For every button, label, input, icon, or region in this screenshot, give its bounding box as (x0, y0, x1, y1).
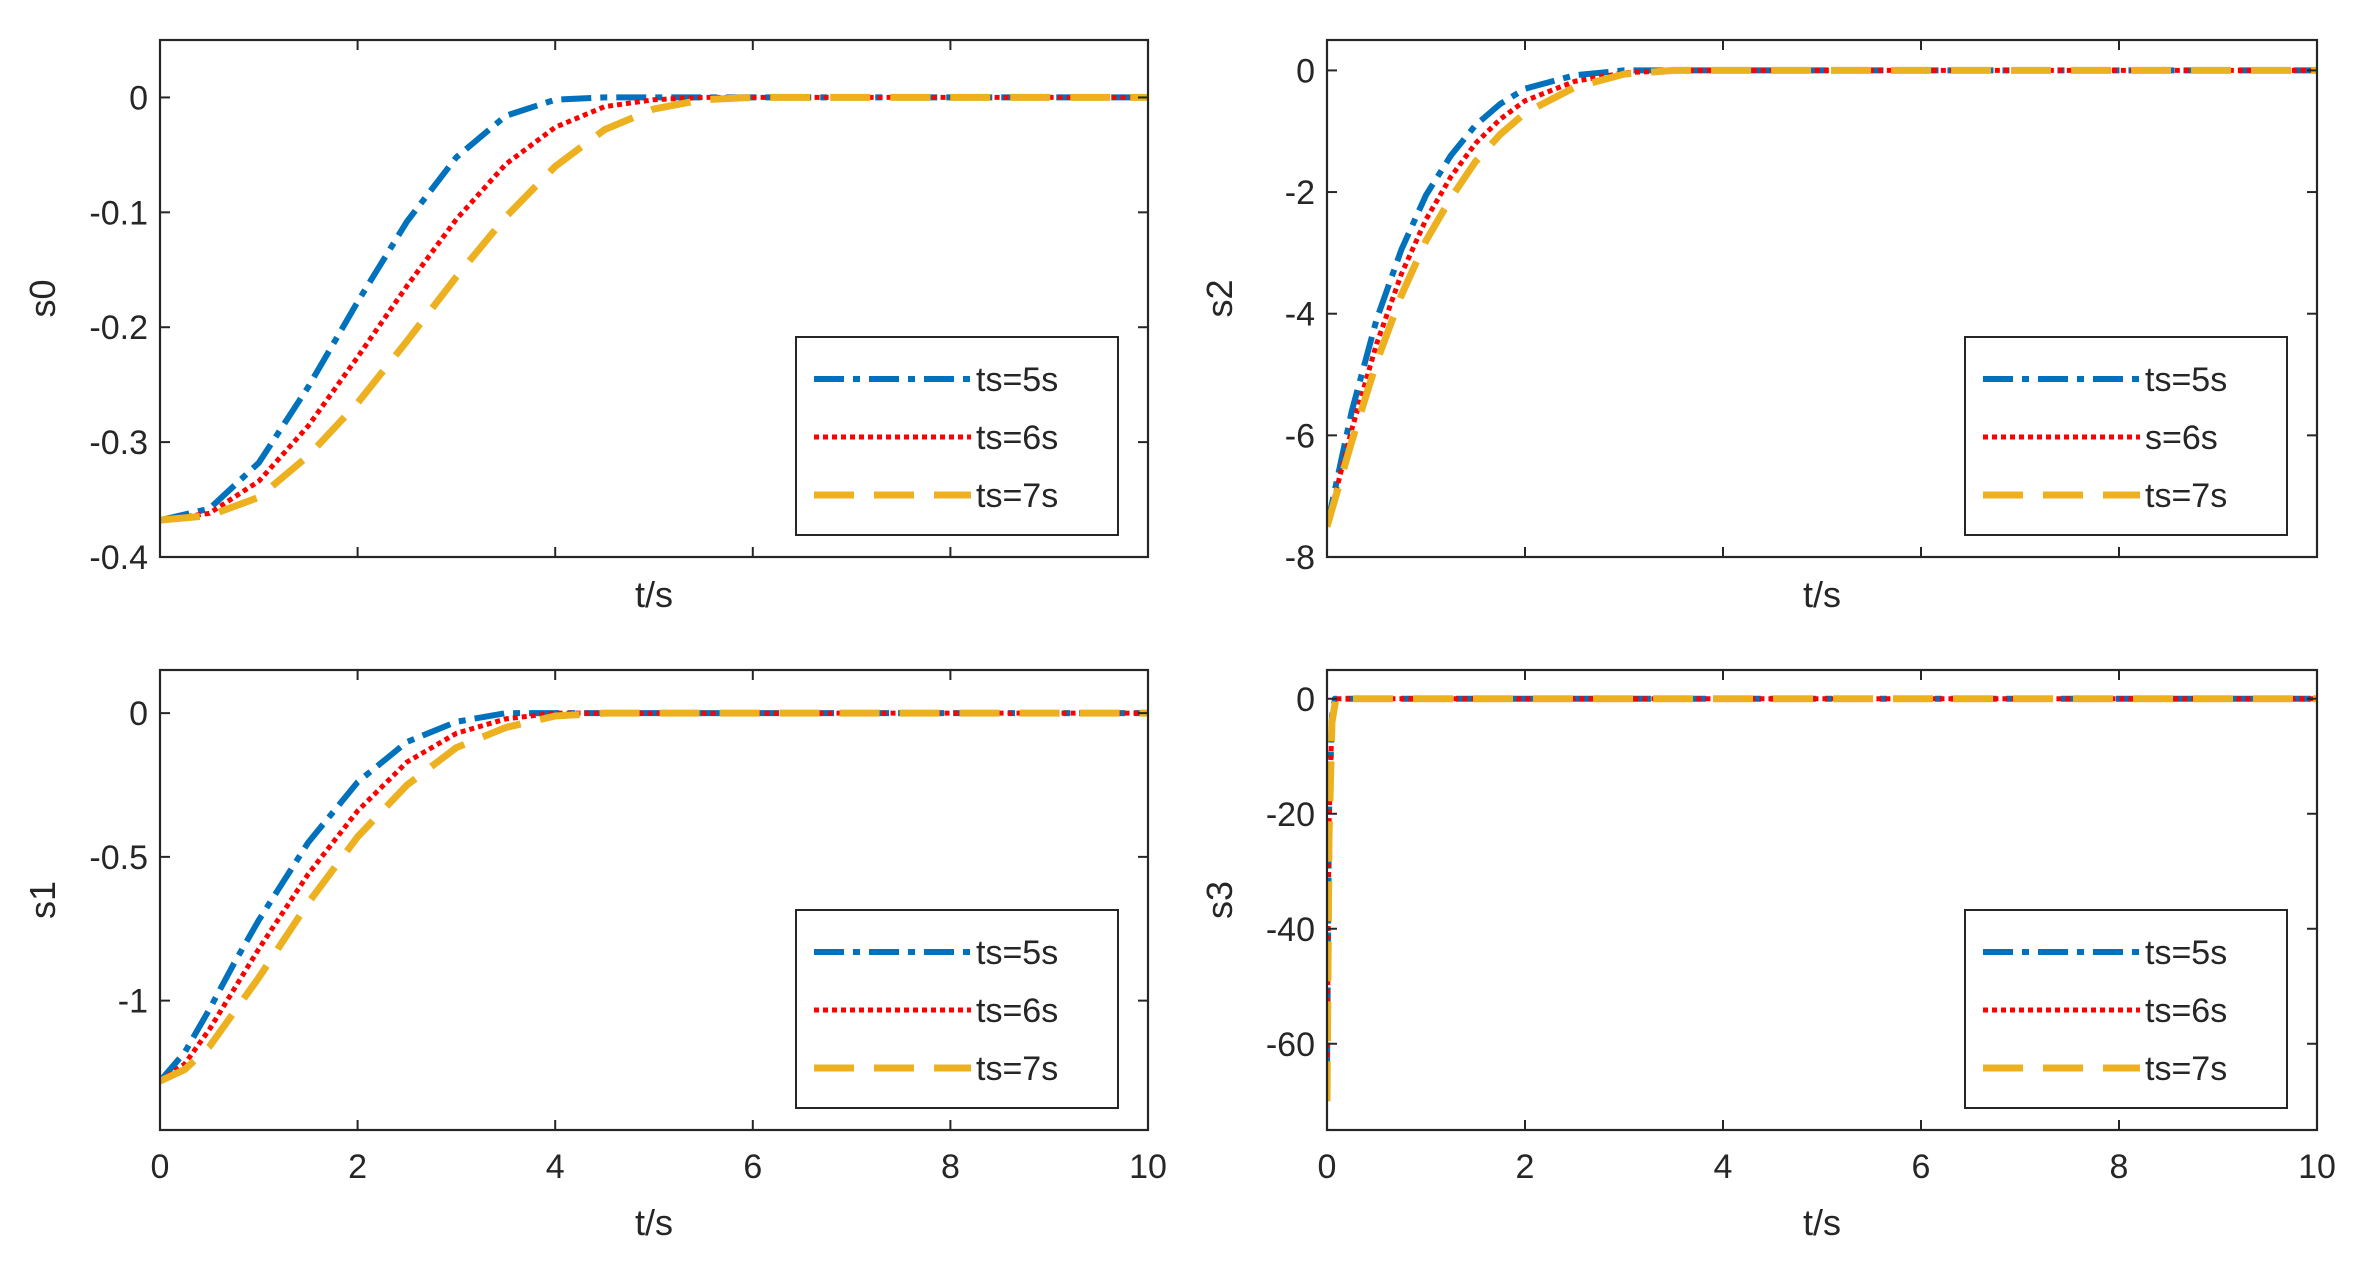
panel-s1-series-3-line (160, 709, 1148, 1085)
panel-s1-legend-label-2: ts=6s (976, 992, 1058, 1030)
panel-s3-legend: ts=5s ts=6s ts=7s (1964, 909, 2288, 1109)
panel-s2-ytick-label-2: -4 (1285, 296, 1315, 334)
panel-s0-ytick-label-1: -0.3 (89, 424, 148, 462)
panel-s1-xlabel: t/s (635, 1202, 673, 1243)
panel-s2-ytick-label-3: -2 (1285, 174, 1315, 212)
panel-s0-ylabel: s0 (22, 279, 63, 317)
panel-s1-xtick-label-2: 4 (546, 1148, 565, 1186)
panel-s0-legend-label-2: ts=6s (976, 419, 1058, 457)
panel-s3-ytick-label-2: -20 (1266, 796, 1315, 834)
panel-s1-ytick-label-0: -1 (118, 983, 148, 1021)
panel-s1-xtick-label-5: 10 (1129, 1148, 1167, 1186)
panel-s3-xtick-label-3: 6 (1912, 1148, 1931, 1186)
panel-s3-ytick-label-1: -40 (1266, 911, 1315, 949)
panel-s3-xlabel: t/s (1803, 1202, 1841, 1243)
panel-s2-legend-label-3: ts=7s (2145, 477, 2227, 515)
panel-s0-legend: ts=5s ts=6s ts=7s (795, 336, 1119, 536)
panel-s1-axes-box (158, 668, 1150, 1132)
panel-s1-ylabel: s1 (22, 881, 63, 919)
panel-s3-legend-box (1964, 909, 2288, 1109)
panel-s3-legend-label-2: ts=6s (2145, 992, 2227, 1030)
panel-s0-ytick-label-3: -0.1 (89, 194, 148, 232)
panel-s1-legend-label-1: ts=5s (976, 934, 1058, 972)
panel-s3-legend-label-3: ts=7s (2145, 1050, 2227, 1088)
panel-s1-ytick-label-1: -0.5 (89, 839, 148, 877)
panel-s1-xtick-label-3: 6 (743, 1148, 762, 1186)
panel-s3-ylabel: s3 (1199, 881, 1240, 919)
panel-s3-xtick-label-2: 4 (1714, 1148, 1733, 1186)
panel-s3-xtick-label-1: 2 (1516, 1148, 1535, 1186)
panel-s0-axes-box (158, 38, 1150, 559)
panel-s2-ytick-label-1: -6 (1285, 417, 1315, 455)
panel-s3-xtick-label-4: 8 (2110, 1148, 2129, 1186)
panel-s2-series-2-line (1327, 67, 2317, 528)
panel-s3-axes-box (1325, 668, 2319, 1132)
panel-s1: 0 2 4 6 8 10 -1 -0.5 0 t/s s1 ts=5s ts=6s ts=7s (22, 668, 1167, 1243)
panel-s0-legend-label-3: ts=7s (976, 477, 1058, 515)
panel-s2-legend-label-1: ts=5s (2145, 361, 2227, 399)
panel-s0-xlabel: t/s (635, 574, 673, 615)
panel-s0-legend-label-1: ts=5s (976, 361, 1058, 399)
panel-s0-ytick-label-0: -0.4 (89, 539, 148, 577)
panel-s2-legend: ts=5s s=6s ts=7s (1964, 336, 2288, 536)
panel-s2-legend-label-2: s=6s (2145, 419, 2218, 457)
panel-s2-legend-box (1964, 336, 2288, 536)
panel-s3-series-3-line (1327, 695, 2317, 1102)
panel-s0-legend-box (795, 336, 1119, 536)
panel-s1-legend-label-3: ts=7s (976, 1050, 1058, 1088)
panel-s1-legend: ts=5s ts=6s ts=7s (795, 909, 1119, 1109)
panel-s0: -0.4 -0.3 -0.2 -0.1 0 t/s s0 ts=5s ts=6s ts=7s (22, 38, 1150, 615)
panel-s3-ytick-label-0: -60 (1266, 1026, 1315, 1064)
panel-s2-xlabel: t/s (1803, 574, 1841, 615)
panel-s1-legend-box (795, 909, 1119, 1109)
panel-s2-ytick-label-0: -8 (1285, 539, 1315, 577)
panel-s1-xtick-label-0: 0 (151, 1148, 170, 1186)
panel-s0-ytick-label-4: 0 (129, 79, 148, 117)
panel-s2-ytick-label-4: 0 (1296, 52, 1315, 90)
panel-s2-axes-box (1325, 38, 2319, 559)
panel-s1-xtick-label-1: 2 (348, 1148, 367, 1186)
panel-s1-ytick-label-2: 0 (129, 695, 148, 733)
panel-s2-series-3-line (1327, 66, 2317, 528)
panel-s3-xtick-label-0: 0 (1318, 1148, 1337, 1186)
panel-s1-xtick-label-4: 8 (941, 1148, 960, 1186)
panel-s0-ytick-label-2: -0.2 (89, 309, 148, 347)
panel-s2: -8 -6 -4 -2 0 t/s s2 ts=5s s=6s ts=7s (1199, 38, 2319, 615)
panel-s3-ytick-label-3: 0 (1296, 681, 1315, 719)
panel-s3-legend-label-1: ts=5s (2145, 934, 2227, 972)
panel-s2-ylabel: s2 (1199, 279, 1240, 317)
panel-s3: 0 2 4 6 8 10 -60 -40 -20 0 t/s s3 ts=5s ts=6s ts=7s (1199, 668, 2336, 1243)
panel-s0-series-3-line (160, 93, 1148, 524)
panel-s3-xtick-label-5: 10 (2298, 1148, 2336, 1186)
